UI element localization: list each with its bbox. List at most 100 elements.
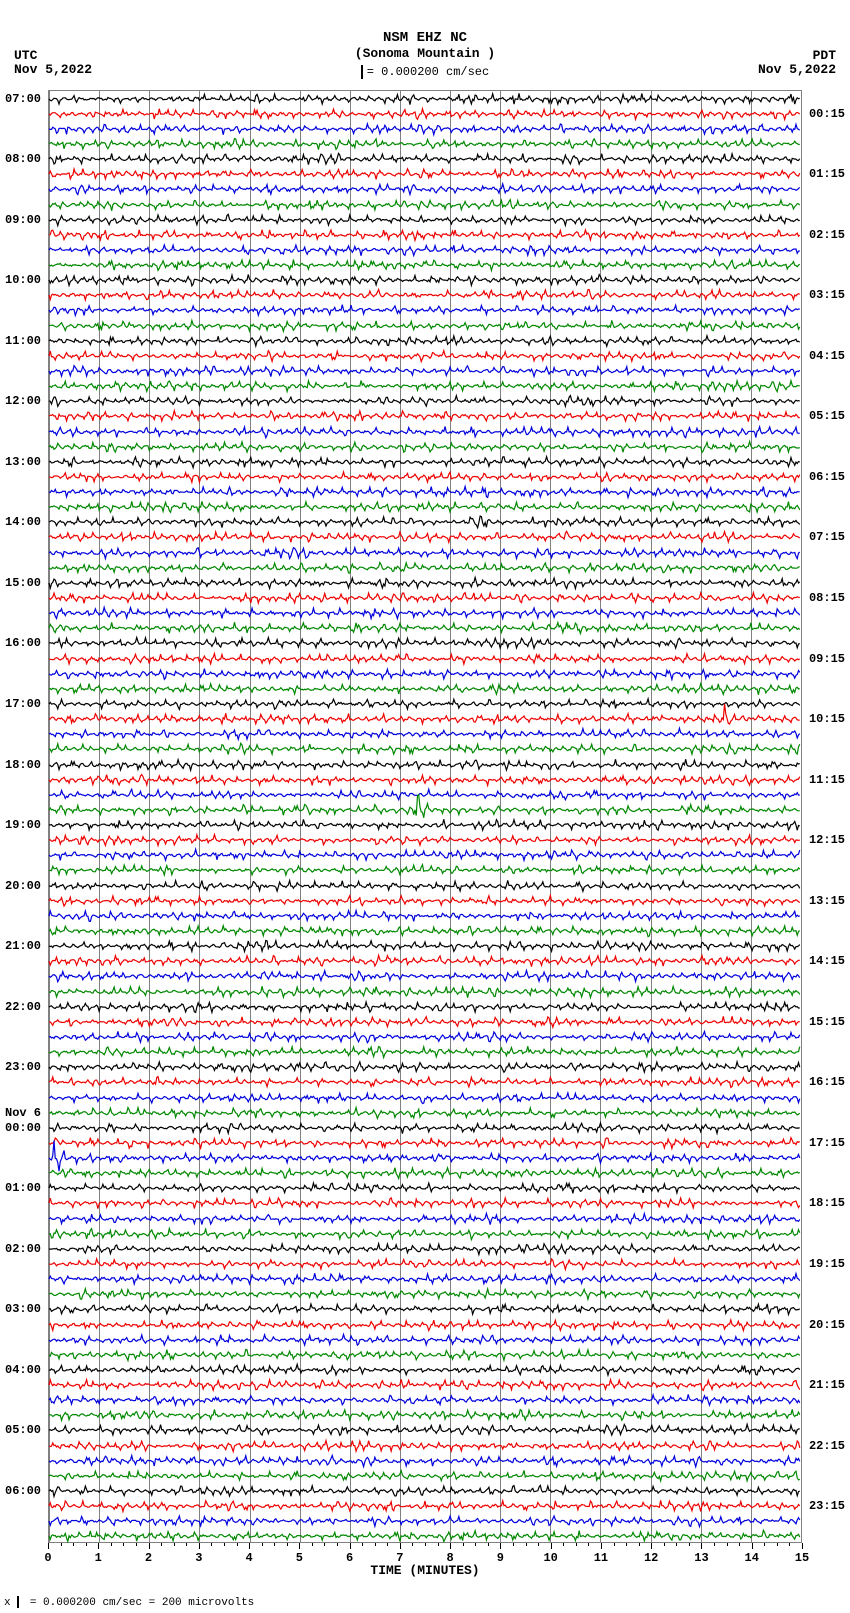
date-left: Nov 5,2022 [14, 62, 92, 77]
pdt-hour-label: 14:15 [809, 954, 845, 968]
utc-hour-label: 10:00 [5, 273, 41, 287]
x-tick-minor [174, 1543, 175, 1546]
x-axis-title: TIME (MINUTES) [48, 1563, 802, 1578]
pdt-hour-label: 02:15 [809, 228, 845, 242]
x-tick-minor [262, 1543, 263, 1546]
utc-hour-label: 23:00 [5, 1060, 41, 1074]
utc-hour-label: 06:00 [5, 1484, 41, 1498]
footer-scale-bar-icon [17, 1596, 19, 1608]
x-tick-label: 3 [195, 1551, 202, 1565]
scale-value: = 0.000200 cm/sec [367, 65, 489, 79]
pdt-hour-label: 04:15 [809, 349, 845, 363]
x-tick-minor [664, 1543, 665, 1546]
x-tick-minor [639, 1543, 640, 1546]
x-tick-major [500, 1543, 501, 1549]
x-tick-label: 0 [44, 1551, 51, 1565]
x-tick-minor [211, 1543, 212, 1546]
utc-hour-label: 01:00 [5, 1181, 41, 1195]
utc-hour-label: 17:00 [5, 697, 41, 711]
x-tick-label: 14 [745, 1551, 759, 1565]
x-tick-label: 2 [145, 1551, 152, 1565]
x-tick-label: 9 [497, 1551, 504, 1565]
x-tick-major [199, 1543, 200, 1549]
x-tick-minor [576, 1543, 577, 1546]
x-tick-minor [224, 1543, 225, 1546]
x-tick-minor [375, 1543, 376, 1546]
x-tick-label: 7 [396, 1551, 403, 1565]
pdt-hour-label: 21:15 [809, 1378, 845, 1392]
day-marker: Nov 6 [5, 1106, 41, 1120]
x-tick-minor [727, 1543, 728, 1546]
utc-hour-label: 22:00 [5, 1000, 41, 1014]
pdt-hour-label: 15:15 [809, 1015, 845, 1029]
pdt-hour-label: 07:15 [809, 530, 845, 544]
x-tick-label: 15 [795, 1551, 809, 1565]
x-tick-minor [475, 1543, 476, 1546]
x-tick-label: 4 [245, 1551, 252, 1565]
utc-hour-label: 14:00 [5, 515, 41, 529]
x-tick-minor [412, 1543, 413, 1546]
x-tick-major [601, 1543, 602, 1549]
x-tick-minor [337, 1543, 338, 1546]
pdt-hour-label: 20:15 [809, 1318, 845, 1332]
x-tick-label: 10 [543, 1551, 557, 1565]
pdt-hour-label: 12:15 [809, 833, 845, 847]
x-tick-label: 11 [594, 1551, 608, 1565]
station-id: NSM EHZ NC [0, 30, 850, 46]
x-tick-minor [123, 1543, 124, 1546]
x-tick-minor [614, 1543, 615, 1546]
utc-hour-label: 02:00 [5, 1242, 41, 1256]
pdt-hour-label: 18:15 [809, 1196, 845, 1210]
utc-hour-label: 16:00 [5, 636, 41, 650]
utc-hour-label: 13:00 [5, 455, 41, 469]
pdt-hour-label: 17:15 [809, 1136, 845, 1150]
x-tick-minor [73, 1543, 74, 1546]
scale-indicator: = 0.000200 cm/sec [0, 65, 850, 79]
utc-hour-label: 15:00 [5, 576, 41, 590]
x-tick-major [450, 1543, 451, 1549]
x-tick-minor [61, 1543, 62, 1546]
x-tick-minor [563, 1543, 564, 1546]
utc-hour-label: 00:00 [5, 1121, 41, 1135]
utc-hour-label: 18:00 [5, 758, 41, 772]
trace-row [49, 1536, 801, 1537]
utc-hour-label: 05:00 [5, 1423, 41, 1437]
x-tick-major [299, 1543, 300, 1549]
x-tick-minor [689, 1543, 690, 1546]
x-tick-label: 6 [346, 1551, 353, 1565]
x-tick-minor [186, 1543, 187, 1546]
x-tick-major [400, 1543, 401, 1549]
x-tick-minor [789, 1543, 790, 1546]
x-tick-minor [463, 1543, 464, 1546]
x-tick-minor [161, 1543, 162, 1546]
x-tick-minor [86, 1543, 87, 1546]
utc-hour-label: 04:00 [5, 1363, 41, 1377]
pdt-hour-label: 19:15 [809, 1257, 845, 1271]
utc-hour-label: 07:00 [5, 92, 41, 106]
utc-hour-label: 12:00 [5, 394, 41, 408]
utc-hour-label: 21:00 [5, 939, 41, 953]
x-tick-minor [626, 1543, 627, 1546]
utc-hour-label: 09:00 [5, 213, 41, 227]
x-tick-label: 12 [644, 1551, 658, 1565]
grid-line [801, 91, 802, 1542]
x-tick-major [149, 1543, 150, 1549]
x-tick-minor [312, 1543, 313, 1546]
scale-bar-icon [361, 65, 363, 79]
timezone-right: PDT [813, 48, 836, 63]
x-tick-minor [136, 1543, 137, 1546]
pdt-hour-label: 06:15 [809, 470, 845, 484]
pdt-hour-label: 13:15 [809, 894, 845, 908]
x-tick-minor [739, 1543, 740, 1546]
station-name: (Sonoma Mountain ) [0, 46, 850, 61]
helicorder-plot: 07:0000:1508:0001:1509:0002:1510:0003:15… [48, 90, 802, 1543]
x-tick-minor [513, 1543, 514, 1546]
x-tick-minor [387, 1543, 388, 1546]
x-tick-label: 1 [95, 1551, 102, 1565]
x-tick-major [48, 1543, 49, 1549]
utc-hour-label: 11:00 [5, 334, 41, 348]
pdt-hour-label: 10:15 [809, 712, 845, 726]
pdt-hour-label: 03:15 [809, 288, 845, 302]
x-tick-label: 13 [694, 1551, 708, 1565]
footer-text: = 0.000200 cm/sec = 200 microvolts [30, 1597, 254, 1609]
